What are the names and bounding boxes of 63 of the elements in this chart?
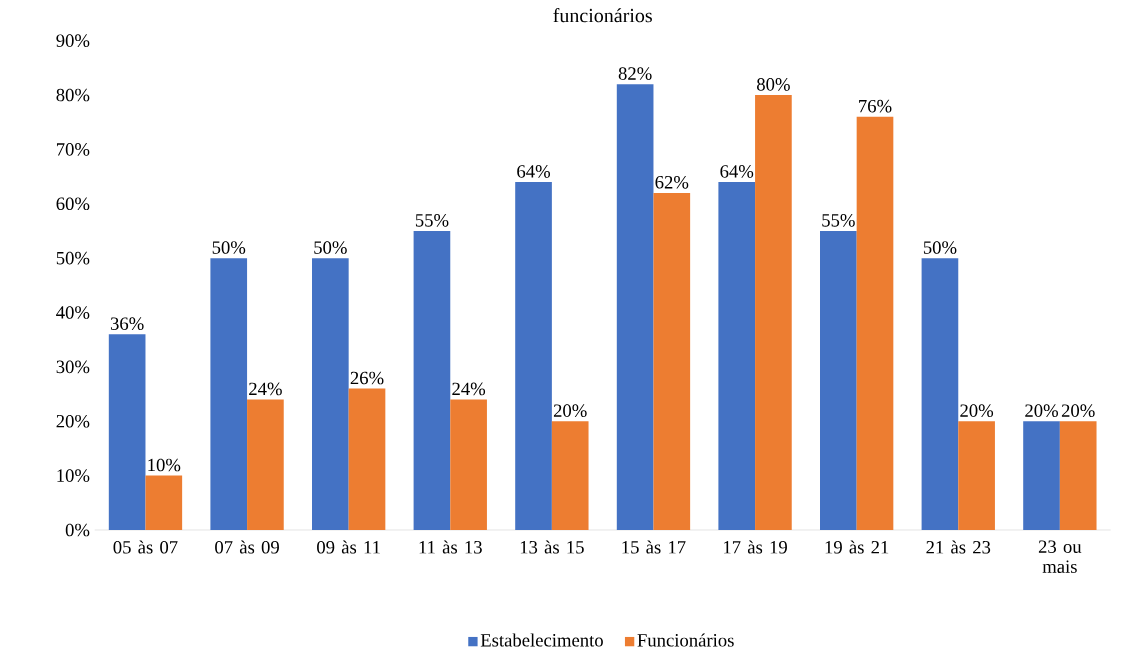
data-label: 62%: [655, 175, 689, 189]
y-tick-label: 80%: [56, 88, 90, 102]
data-label: 76%: [859, 99, 892, 113]
y-tick-label: 60%: [56, 197, 90, 211]
data-label: 20%: [1061, 404, 1095, 417]
y-tick-label: 10%: [57, 469, 90, 482]
bar: [755, 95, 792, 530]
bar: [413, 230, 451, 530]
x-tick-label: 11 às 13: [419, 540, 482, 554]
data-label: 80%: [757, 78, 790, 91]
y-tick-label: 40%: [56, 306, 90, 319]
x-tick-label: 19 às 21: [825, 540, 889, 554]
data-label: 82%: [618, 67, 652, 80]
data-label: 36%: [110, 317, 144, 330]
bar: [348, 388, 386, 530]
bar: [718, 182, 756, 530]
bar: [820, 230, 857, 530]
data-label: 20%: [960, 404, 994, 417]
y-tick-label: 90%: [56, 34, 90, 47]
y-tick-label: 20%: [56, 414, 90, 428]
x-tick-label: 07 às 09: [215, 540, 279, 554]
data-label: 24%: [249, 382, 282, 396]
chart-title: funcionários: [553, 8, 652, 23]
data-label: 20%: [1025, 404, 1058, 417]
bar: [210, 258, 248, 530]
x-tick-label: 23 ou mais: [1038, 540, 1082, 573]
bar: [921, 258, 959, 530]
x-tick-label: 15 às 17: [622, 540, 686, 554]
bar: [247, 399, 284, 530]
x-tick-label: 05 às 07: [113, 540, 178, 554]
bar: [551, 421, 589, 530]
y-tick-label: 50%: [56, 251, 90, 265]
data-label: 26%: [350, 371, 384, 385]
data-label: 50%: [923, 241, 957, 254]
data-label: 55%: [415, 214, 449, 227]
y-tick-label: 30%: [56, 360, 90, 374]
data-label: 55%: [822, 214, 855, 227]
bar: [145, 475, 183, 530]
data-label: 50%: [212, 241, 246, 254]
legend-label: Estabelecimento: [480, 633, 603, 647]
bar: [1059, 421, 1097, 530]
y-tick-label: 70%: [56, 143, 90, 156]
bar: [958, 421, 995, 530]
bar: [856, 116, 894, 530]
data-label: 10%: [148, 458, 181, 472]
bar: [1023, 421, 1060, 530]
bar: [515, 182, 552, 530]
legend-label: Funcionários: [637, 633, 734, 647]
x-tick-label: 13 às 15: [520, 540, 584, 554]
bar: [616, 84, 654, 530]
bar: [312, 258, 349, 530]
bar: [450, 399, 487, 530]
x-tick-label: 21 às 23: [926, 540, 991, 554]
bar: [653, 192, 691, 530]
data-label: 64%: [517, 165, 550, 178]
data-label: 64%: [720, 165, 754, 178]
x-tick-label: 17 às 19: [724, 540, 787, 554]
bar: [108, 334, 146, 530]
data-label: 24%: [452, 382, 486, 396]
x-tick-label: 09 às 11: [317, 540, 380, 554]
data-label: 20%: [553, 404, 587, 417]
y-tick-label: 0%: [65, 523, 90, 537]
data-label: 50%: [314, 241, 347, 254]
